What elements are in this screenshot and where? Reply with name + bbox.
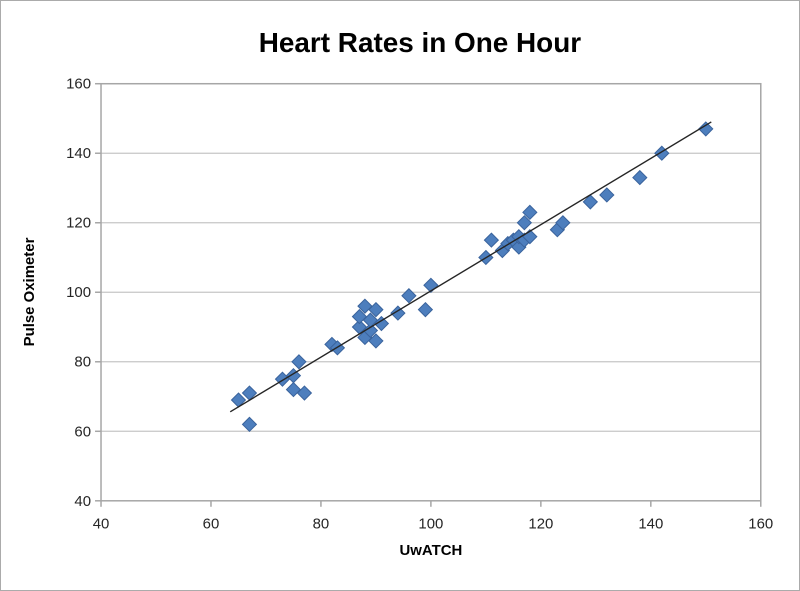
data-point-marker (241, 416, 258, 433)
data-point-marker (230, 392, 247, 408)
y-tick-label: 160 (66, 76, 91, 93)
data-point-marker (373, 315, 390, 332)
x-axis-title: UwATCH (399, 542, 462, 559)
data-point-marker (599, 187, 615, 203)
x-tick-label: 80 (313, 516, 330, 533)
data-point-marker (291, 354, 307, 370)
data-point-marker (362, 322, 379, 339)
data-point-marker (632, 169, 648, 186)
x-tick-label: 40 (93, 516, 110, 533)
trendline-layer (229, 121, 712, 413)
chart-title: Heart Rates in One Hour (259, 27, 582, 58)
data-point-marker (351, 308, 368, 325)
x-tick-label: 120 (528, 516, 553, 533)
y-tick-label: 140 (66, 145, 91, 162)
y-axis-title: Pulse Oximeter (21, 237, 38, 346)
x-tick-label: 140 (638, 516, 663, 533)
data-point-marker (390, 305, 406, 321)
data-point-marker (522, 204, 538, 221)
y-tick-label: 120 (66, 215, 91, 232)
trendline (229, 121, 712, 413)
data-point-marker (698, 121, 714, 137)
axes-layer: 40 60 80 100 120 140 160 40 60 80 100 120 140 160 (66, 76, 773, 533)
data-point-marker (417, 301, 434, 318)
data-point-marker (516, 215, 533, 231)
data-point-marker (555, 215, 571, 231)
y-tick-label: 40 (74, 493, 91, 510)
data-point-marker (368, 301, 384, 318)
data-point-marker (582, 194, 599, 210)
data-point-marker (368, 333, 384, 349)
x-tick-label: 160 (748, 516, 773, 533)
data-point-marker (483, 232, 500, 248)
data-point-marker (296, 385, 313, 401)
y-tick-label: 60 (74, 423, 91, 440)
y-tick-label: 80 (74, 354, 91, 371)
x-tick-label: 60 (203, 516, 220, 533)
data-point-marker (401, 288, 417, 304)
x-tick-label: 100 (418, 516, 443, 533)
data-points-layer (230, 121, 714, 433)
y-tick-label: 100 (66, 284, 91, 301)
